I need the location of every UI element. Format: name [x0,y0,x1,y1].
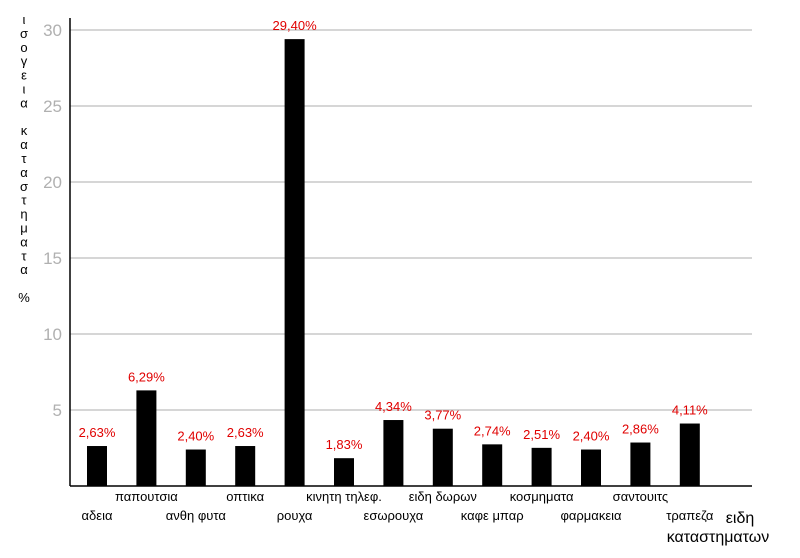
y-axis-label-char: τ [21,151,27,166]
data-label: 2,40% [177,429,214,444]
bar [531,447,552,486]
data-label: 6,29% [128,369,165,384]
x-tick-label: σαντουιτς [613,489,668,504]
bar [432,428,453,486]
bar [284,39,305,487]
bar [630,442,651,486]
y-axis-label-char: ι [23,12,26,27]
y-tick-labels: 5 10 15 20 25 30 [43,21,62,420]
x-axis-label-line: ειδη [726,510,755,527]
x-tick-label: κοσμηματα [510,489,574,504]
y-axis-label-char: τ [21,193,27,208]
y-tick-label: 30 [43,21,62,40]
y-tick-label: 25 [43,97,62,116]
data-label: 2,86% [622,422,659,437]
x-axis-label-line: καταστηματων [667,529,770,546]
y-tick-label: 5 [53,401,62,420]
y-axis-label-char: τ [21,248,27,263]
y-axis-label-char: α [20,137,28,152]
data-label: 4,34% [375,399,412,414]
y-axis-label-char: α [20,95,28,110]
gridlines [70,29,752,411]
data-label: 3,77% [424,408,461,423]
bar [581,449,601,486]
y-axis-label-char: γ [21,54,28,69]
data-label: 4,11% [672,403,708,418]
y-tick-label: 20 [43,173,62,192]
data-label: 2,74% [474,423,511,438]
y-axis-label-char: η [20,207,27,222]
x-tick-label: αδεια [82,508,113,523]
y-axis-label-char: α [20,262,28,277]
y-axis-label-char: ι [23,82,26,97]
y-axis-label-char: μ [20,221,28,236]
y-axis-label-char: ε [21,68,27,83]
bar [482,444,503,486]
x-tick-label: τραπεζα [666,508,714,523]
x-tick-label: ρουχα [277,508,313,523]
x-tick-label: παπουτσια [115,489,178,504]
y-axis-label-char: α [20,165,28,180]
bar [679,423,700,486]
x-tick-label: ειδη δωρων [409,489,477,504]
y-axis-label-char: α [20,234,28,249]
bar [235,446,256,486]
y-tick-label: 10 [43,325,62,344]
y-axis-label-char: % [18,290,30,305]
data-label: 2,63% [227,425,264,440]
data-label: 1,83% [326,437,363,452]
x-tick-label: κινητη τηλεφ. [306,489,382,504]
bar [136,390,157,486]
data-label: 2,51% [523,427,560,442]
x-tick-label: καφε μπαρ [461,508,524,523]
x-tick-label: ανθη φυτα [166,508,227,523]
bar [185,449,206,486]
x-tick-label: εσωρουχα [364,508,424,523]
y-axis-label-char: ο [20,40,27,55]
x-tick-label: οπτικα [226,489,264,504]
data-label: 2,40% [573,429,610,444]
data-labels: 2,63% 6,29% 2,40% 2,63% 29,40% 1,83% 4,34% 3,77… [79,18,709,452]
data-label: 29,40% [273,18,318,33]
bar [334,458,354,486]
bar [383,420,404,486]
data-label: 2,63% [79,425,116,440]
x-axis-label: ειδη καταστηματων [667,510,770,546]
x-tick-label: φαρμακεια [560,508,622,523]
y-axis-label-char: σ [20,179,28,194]
bar [87,446,107,486]
y-axis-label-char: σ [20,26,28,41]
y-axis-label-char: κ [21,123,28,138]
y-tick-label: 15 [43,249,62,268]
bars [87,39,700,487]
